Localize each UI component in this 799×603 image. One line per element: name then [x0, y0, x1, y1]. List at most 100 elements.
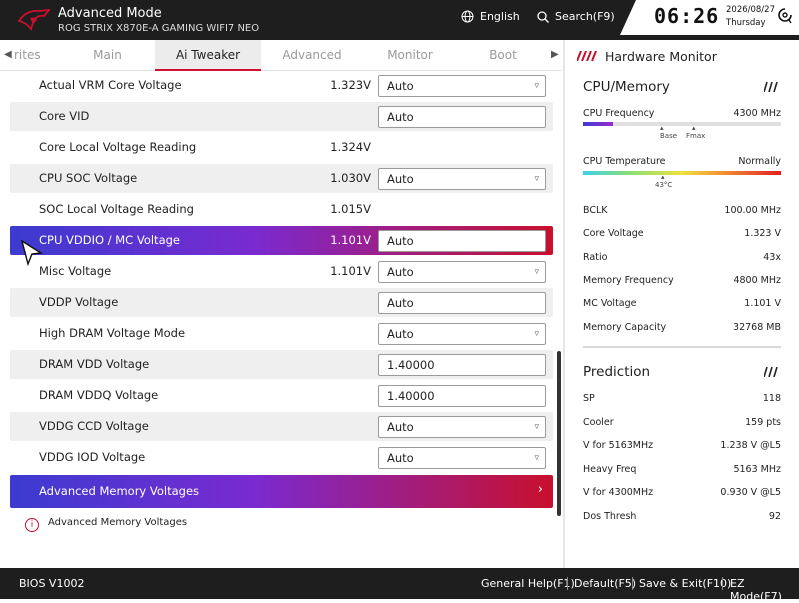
- setting-dropdown[interactable]: Auto ▿: [378, 261, 546, 283]
- section-separator: [583, 346, 781, 348]
- language-button[interactable]: English: [461, 10, 520, 23]
- dropdown-arrow-icon: ▿: [534, 453, 539, 463]
- tab-scroll-right-icon[interactable]: ▶: [551, 49, 559, 60]
- submenu-advanced-memory-voltages[interactable]: Advanced Memory Voltages ›: [10, 475, 553, 508]
- setting-dropdown[interactable]: Auto ▿: [378, 75, 546, 97]
- prediction-value: 5163 MHz: [733, 464, 781, 475]
- ez-mode-button[interactable]: EZ Mode(F7): [730, 577, 782, 603]
- dropdown-arrow-icon: ▿: [534, 174, 539, 184]
- cpu-frequency-bar: [583, 122, 781, 126]
- top-header: Advanced Mode ROG STRIX X870E-A GAMING W…: [0, 0, 799, 40]
- cpu-memory-title: CPU/Memory: [583, 79, 670, 95]
- setting-row[interactable]: VDDP Voltage Auto: [10, 288, 553, 317]
- setting-dropdown[interactable]: Auto ▿: [378, 168, 546, 190]
- prediction-value: 0.930 V @L5: [720, 487, 781, 498]
- hardware-monitor-panel: Hardware Monitor CPU/Memory CPU Frequenc…: [567, 40, 799, 568]
- prediction-title: Prediction: [583, 364, 651, 380]
- setting-reading: 1.323V: [330, 78, 371, 92]
- tab-main[interactable]: Main: [93, 48, 122, 62]
- settings-list: Actual VRM Core Voltage 1.323V Auto ▿ Cor…: [10, 71, 553, 515]
- prediction-value: 118: [762, 393, 781, 404]
- setting-input[interactable]: Auto: [378, 292, 546, 314]
- temperature-marker: ▴: [661, 173, 665, 181]
- setting-row[interactable]: SOC Local Voltage Reading 1.015V: [10, 195, 553, 224]
- setting-row[interactable]: High DRAM Voltage Mode Auto ▿: [10, 319, 553, 348]
- setting-row[interactable]: Actual VRM Core Voltage 1.323V Auto ▿: [10, 71, 553, 100]
- tab-scroll-left-icon[interactable]: ◀: [4, 49, 12, 60]
- board-model: ROG STRIX X870E-A GAMING WIFI7 NEO: [58, 23, 260, 34]
- setting-row[interactable]: VDDG IOD Voltage Auto ▿: [10, 443, 553, 472]
- tab-favorites[interactable]: rites: [14, 48, 41, 62]
- monitor-label: MC Voltage: [583, 298, 637, 309]
- setting-row[interactable]: DRAM VDD Voltage 1.40000: [10, 350, 553, 379]
- tab-boot[interactable]: Boot: [489, 48, 517, 62]
- prediction-label: SP: [583, 393, 595, 404]
- monitor-value: 1.323 V: [744, 228, 781, 239]
- setting-label: CPU VDDIO / MC Voltage: [39, 233, 180, 247]
- setting-row[interactable]: CPU SOC Voltage 1.030V Auto ▿: [10, 164, 553, 193]
- dropdown-arrow-icon: ▿: [534, 267, 539, 277]
- menu-tabs: ◀ rites Main Ai Tweaker Advanced Monitor…: [0, 40, 562, 71]
- cpu-temperature-bar: [583, 171, 781, 175]
- setting-label: VDDG CCD Voltage: [39, 419, 149, 433]
- monitor-label: Core Voltage: [583, 228, 644, 239]
- setting-input[interactable]: Auto: [378, 230, 546, 252]
- base-label: Base: [660, 132, 678, 140]
- dropdown-value: Auto: [387, 327, 414, 341]
- prediction-value: 159 pts: [745, 417, 781, 428]
- fmax-label: Fmax: [686, 132, 706, 140]
- setting-label: SOC Local Voltage Reading: [39, 202, 194, 216]
- clock-date: 2026/08/27: [726, 5, 775, 15]
- input-value: 1.40000: [387, 358, 435, 372]
- setting-label: DRAM VDDQ Voltage: [39, 388, 159, 402]
- footer-separator: [567, 577, 568, 590]
- setting-label: VDDP Voltage: [39, 295, 119, 309]
- setting-label: Misc Voltage: [39, 264, 112, 278]
- save-exit-button[interactable]: Save & Exit(F10): [639, 577, 732, 590]
- section-stripes-icon: [764, 367, 778, 377]
- setting-row[interactable]: VDDG CCD Voltage Auto ▿: [10, 412, 553, 441]
- bios-version: BIOS V1002: [19, 577, 85, 590]
- general-help-button[interactable]: General Help(F1): [481, 577, 575, 590]
- setting-label: Core VID: [39, 109, 90, 123]
- dropdown-value: Auto: [387, 451, 414, 465]
- monitor-label: Memory Frequency: [583, 275, 674, 286]
- setting-dropdown[interactable]: Auto ▿: [378, 323, 546, 345]
- setting-label: Actual VRM Core Voltage: [39, 78, 182, 92]
- input-value: Auto: [387, 110, 414, 124]
- setting-row[interactable]: Core VID Auto: [10, 102, 553, 131]
- setting-dropdown[interactable]: Auto ▿: [378, 447, 546, 469]
- setting-row-selected[interactable]: CPU VDDIO / MC Voltage 1.101V Auto: [10, 226, 553, 255]
- setting-input[interactable]: Auto: [378, 106, 546, 128]
- setting-input[interactable]: 1.40000: [378, 385, 546, 407]
- hardware-monitor-icon: [577, 51, 597, 61]
- setting-row[interactable]: DRAM VDDQ Voltage 1.40000: [10, 381, 553, 410]
- prediction-label: V for 5163MHz: [583, 440, 654, 451]
- fmax-marker: ▴: [692, 124, 696, 132]
- default-button[interactable]: Default(F5): [574, 577, 637, 590]
- setting-row[interactable]: Core Local Voltage Reading 1.324V: [10, 133, 553, 162]
- monitor-label: Ratio: [583, 252, 608, 263]
- dropdown-value: Auto: [387, 265, 414, 279]
- tab-advanced[interactable]: Advanced: [282, 48, 342, 62]
- search-icon: [537, 10, 549, 23]
- settings-gear-icon[interactable]: [778, 8, 792, 24]
- page-title: Advanced Mode: [58, 6, 162, 21]
- panel-divider: [563, 40, 565, 568]
- tab-monitor[interactable]: Monitor: [387, 48, 433, 62]
- tab-ai-tweaker[interactable]: Ai Tweaker: [155, 40, 261, 71]
- search-button[interactable]: Search(F9): [537, 10, 615, 23]
- monitor-label: BCLK: [583, 205, 608, 216]
- monitor-value: 100.00 MHz: [724, 205, 781, 216]
- list-scrollbar[interactable]: [557, 351, 561, 516]
- setting-input[interactable]: 1.40000: [378, 354, 546, 376]
- monitor-value: 43x: [763, 252, 781, 263]
- hardware-monitor-title: Hardware Monitor: [605, 49, 717, 64]
- setting-dropdown[interactable]: Auto ▿: [378, 416, 546, 438]
- cpu-temperature-label: CPU Temperature: [583, 156, 666, 167]
- chevron-right-icon: ›: [537, 482, 543, 497]
- monitor-value: 1.101 V: [744, 298, 781, 309]
- section-stripes-icon: [764, 82, 778, 92]
- setting-row[interactable]: Misc Voltage 1.101V Auto ▿: [10, 257, 553, 286]
- prediction-value: 1.238 V @L5: [720, 440, 781, 451]
